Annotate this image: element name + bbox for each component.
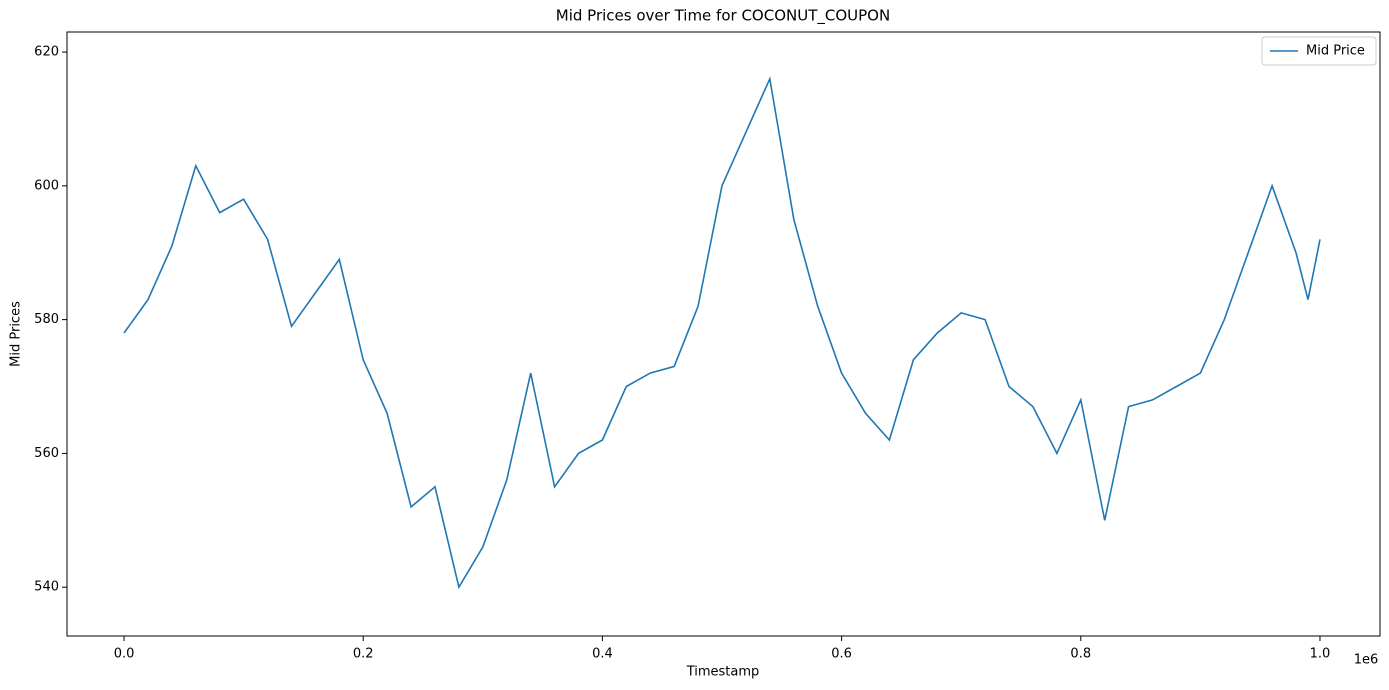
y-tick-label: 540 (34, 580, 59, 595)
price-line (123, 76, 1321, 590)
x-axis-label: Timestamp (686, 665, 760, 680)
x-tick-label: 0.4 (592, 647, 613, 662)
x-tick-label: 0.2 (353, 647, 374, 662)
x-tick-label: 0.6 (831, 647, 852, 662)
y-axis-label: Mid Prices (9, 301, 24, 367)
x-tick-label: 0.8 (1070, 647, 1091, 662)
x-tick-label: 1.0 (1310, 647, 1331, 662)
x-tick-label: 0.0 (114, 647, 135, 662)
legend-box (1261, 36, 1377, 66)
y-tick-label: 620 (34, 45, 59, 60)
legend-label: Mid Price (1306, 44, 1365, 59)
chart-title: Mid Prices over Time for COCONUT_COUPON (556, 7, 890, 26)
axes-frame (66, 31, 1381, 637)
y-tick-label: 600 (34, 178, 59, 193)
y-tick-label: 560 (34, 446, 59, 461)
y-tick-label: 580 (34, 312, 59, 327)
x-offset-label: 1e6 (1354, 653, 1379, 668)
